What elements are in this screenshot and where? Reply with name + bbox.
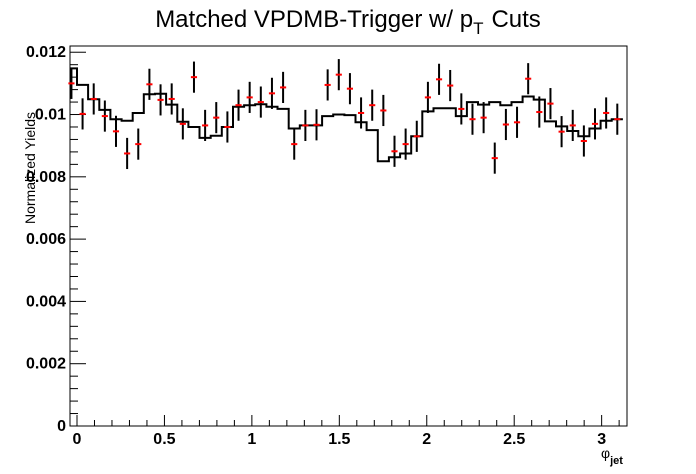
x-tick-label: 1.5 — [328, 431, 350, 448]
data-point — [380, 94, 387, 127]
x-axis-label: φjet — [601, 445, 623, 467]
data-point — [513, 106, 521, 138]
data-point — [202, 109, 209, 141]
data-point — [235, 89, 242, 121]
y-tick-label: 0.008 — [26, 169, 66, 186]
y-axis: 0 0.002 0.004 0.006 0.008 0.01 0.012 — [26, 44, 86, 435]
y-tick-label: 0.012 — [26, 44, 66, 61]
x-axis-label-subscript: jet — [609, 455, 623, 467]
data-point — [179, 108, 186, 140]
data-point — [614, 103, 621, 135]
data-point — [525, 63, 532, 95]
data-point — [558, 116, 565, 148]
data-point — [112, 115, 120, 147]
data-point — [480, 102, 487, 134]
data-point — [257, 86, 264, 118]
x-tick-label: 1 — [247, 431, 256, 448]
y-axis-label: Normalized Yields — [22, 112, 38, 224]
data-point — [68, 67, 75, 99]
data-point — [369, 89, 376, 121]
x-axis: 0 0.5 1 1.5 2 2.5 3 — [73, 415, 620, 448]
data-point — [580, 125, 587, 157]
data-point — [603, 97, 610, 129]
data-point — [124, 137, 131, 170]
data-point — [547, 88, 554, 120]
data-point — [502, 108, 509, 141]
data-point — [246, 81, 253, 113]
data-point — [224, 111, 231, 143]
data-point — [413, 120, 420, 152]
data-point — [536, 96, 543, 128]
x-tick-label: 0 — [73, 431, 82, 448]
data-point — [569, 109, 576, 141]
data-point — [135, 128, 142, 160]
x-axis-label-main: φ — [601, 445, 610, 461]
data-point — [469, 103, 476, 135]
data-point — [157, 84, 164, 116]
data-point — [591, 108, 599, 140]
y-tick-label: 0.006 — [26, 231, 66, 248]
data-point — [447, 69, 454, 102]
data-point — [435, 63, 443, 95]
step-histogram-line — [70, 67, 623, 163]
data-point — [280, 71, 287, 103]
data-point — [424, 81, 431, 113]
data-point — [146, 68, 153, 100]
data-point — [302, 109, 309, 141]
data-point — [402, 128, 409, 160]
data-point — [101, 100, 108, 132]
x-tick-label: 2 — [422, 431, 431, 448]
data-point — [213, 102, 220, 134]
data-point — [335, 59, 342, 91]
chart-title-main: Matched VPDMB-Trigger w/ p — [155, 6, 473, 33]
data-point — [391, 135, 398, 167]
data-point — [324, 69, 331, 101]
data-point — [90, 83, 97, 115]
y-tick-label: 0.002 — [26, 356, 66, 373]
data-point — [358, 97, 365, 129]
y-tick-label: 0.01 — [35, 107, 66, 124]
data-point — [491, 142, 498, 174]
data-point — [268, 77, 276, 109]
y-tick-label: 0.004 — [26, 293, 66, 310]
data-point — [190, 61, 198, 93]
y-tick-label: 0 — [57, 418, 66, 435]
step-histogram-series — [70, 67, 623, 163]
chart-title: Matched VPDMB-Trigger w/ pT Cuts — [155, 6, 541, 38]
plot-area-border — [69, 45, 628, 427]
data-point — [313, 109, 320, 141]
plot-frame — [69, 45, 628, 427]
data-point — [458, 93, 465, 125]
data-point — [79, 98, 86, 130]
x-tick-label: 3 — [597, 431, 606, 448]
chart-title-tail: Cuts — [491, 6, 540, 33]
x-tick-label: 0.5 — [153, 431, 175, 448]
chart-title-subscript: T — [473, 19, 483, 38]
data-point — [168, 83, 175, 115]
data-points-series — [68, 59, 621, 174]
data-point — [346, 73, 353, 105]
data-point — [291, 128, 298, 160]
x-tick-label: 2.5 — [503, 431, 525, 448]
